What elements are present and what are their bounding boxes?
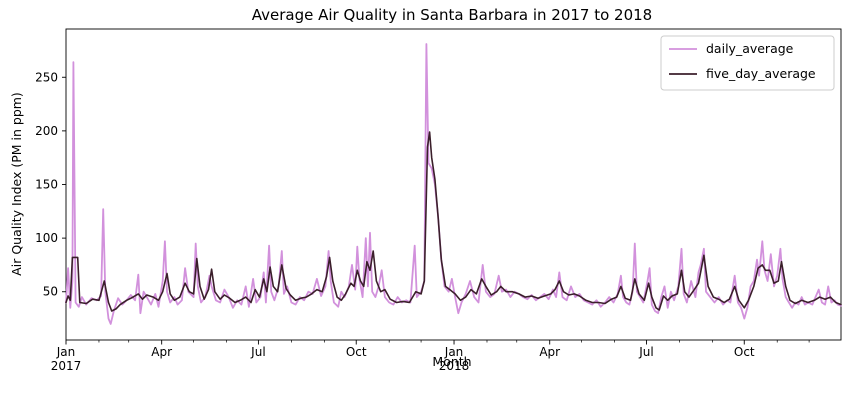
x-tick-label: Jan <box>56 345 76 359</box>
legend-label-five-day-average: five_day_average <box>706 66 816 81</box>
y-tick-label: 200 <box>35 124 58 138</box>
x-tick-label: Jan <box>444 345 464 359</box>
chart-title: Average Air Quality in Santa Barbara in … <box>252 6 652 24</box>
x-tick-label: Oct <box>346 345 367 359</box>
y-axis-label: Air Quality Index (PM in ppm) <box>9 92 24 276</box>
y-axis: 50 100 150 200 250 <box>35 70 66 299</box>
x-tick-label: Jul <box>250 345 265 359</box>
x-tick-year-label: 2018 <box>439 359 470 373</box>
legend-label-daily-average: daily_average <box>706 41 794 56</box>
series-line-five-day-average <box>65 131 842 312</box>
x-tick-label: Apr <box>151 345 172 359</box>
series-line-daily-average <box>65 43 842 325</box>
y-tick-label: 100 <box>35 231 58 245</box>
series-lines <box>65 43 842 325</box>
legend: daily_average five_day_average <box>660 35 835 91</box>
x-axis-label: Month <box>432 354 471 369</box>
y-tick-label: 150 <box>35 178 58 192</box>
x-tick-label: Oct <box>734 345 755 359</box>
x-tick-label: Jul <box>638 345 653 359</box>
y-tick-label: 250 <box>35 70 58 84</box>
x-tick-label: Apr <box>539 345 560 359</box>
legend-box <box>660 35 835 91</box>
x-tick-year-label: 2017 <box>51 359 82 373</box>
y-tick-label: 50 <box>43 285 58 299</box>
